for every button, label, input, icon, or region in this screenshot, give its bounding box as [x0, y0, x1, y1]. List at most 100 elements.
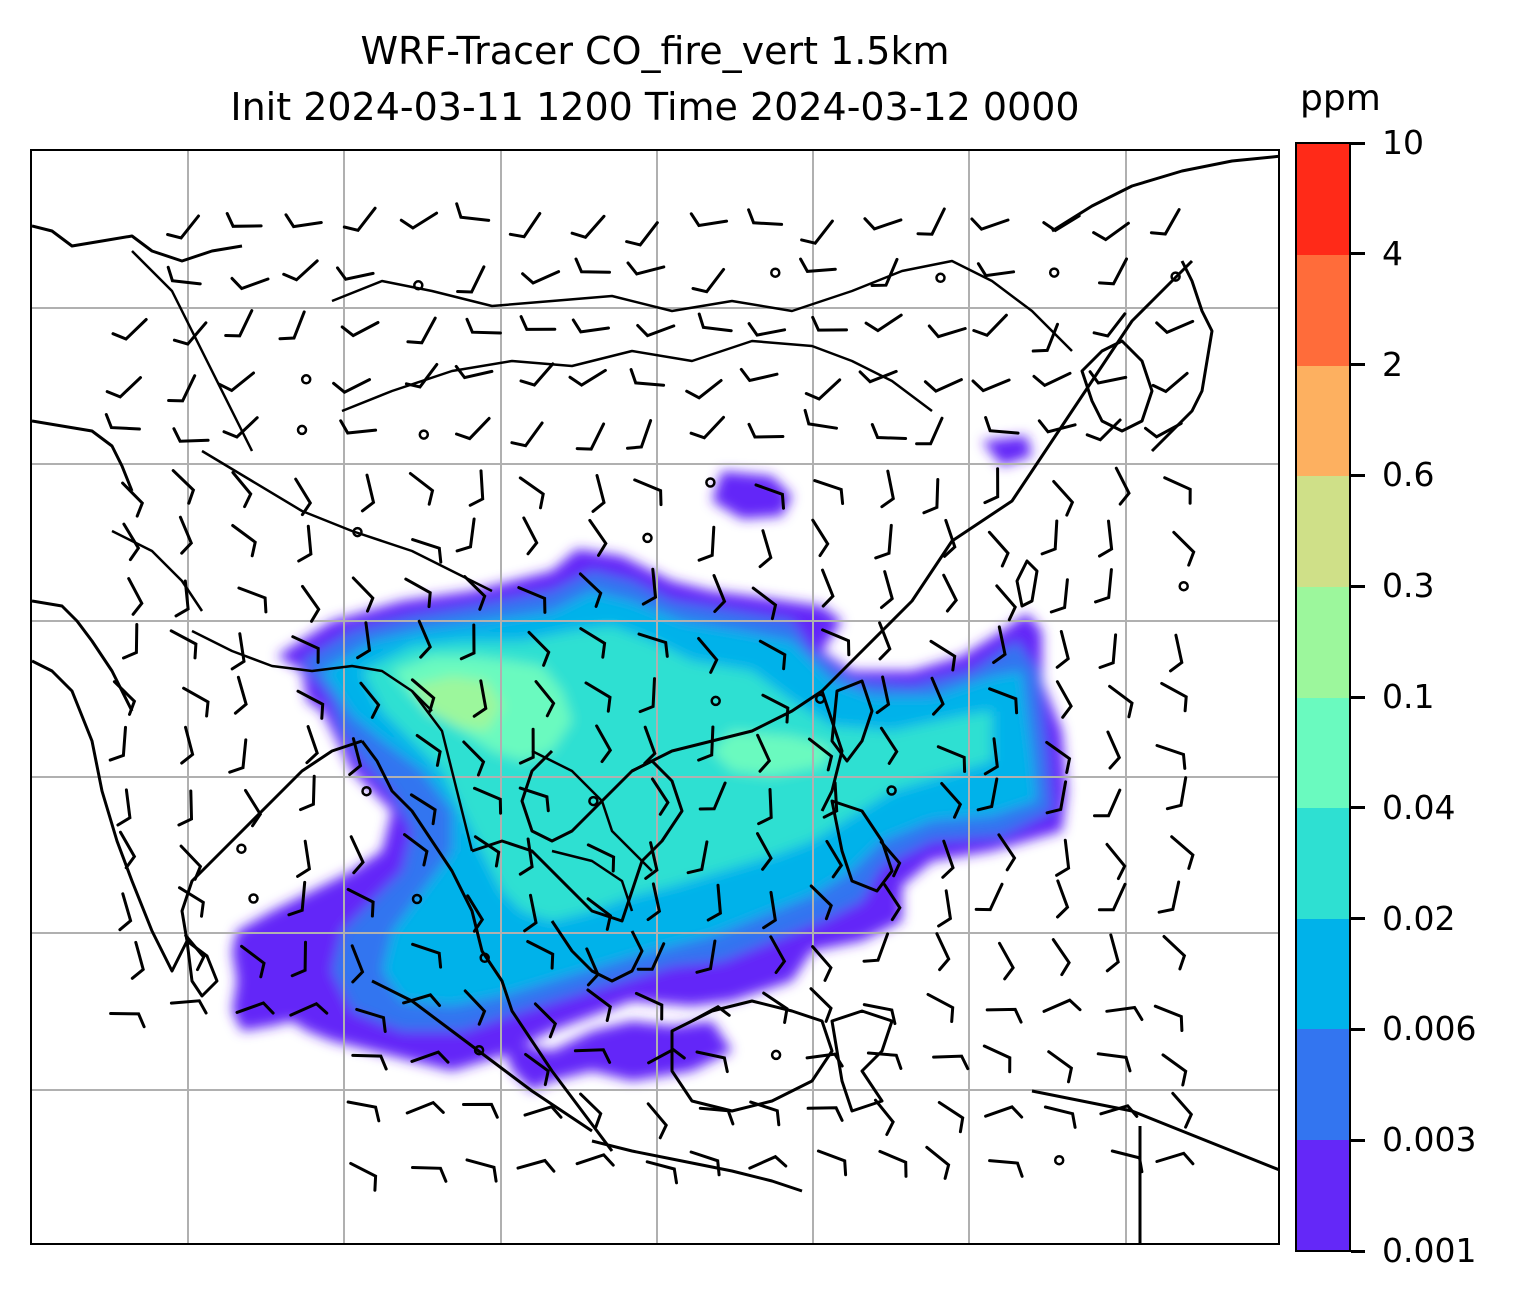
wind-barb — [927, 324, 967, 339]
colorbar-tick-label: 0.1 — [1382, 677, 1435, 716]
wind-barb — [410, 1050, 450, 1064]
wind-barb — [1043, 1105, 1077, 1129]
wind-barb — [974, 882, 1004, 912]
wind-barb — [1055, 838, 1071, 877]
wind-barb — [462, 740, 486, 777]
wind-barb — [749, 1100, 781, 1127]
map-panel — [30, 149, 1280, 1245]
colorbar-tick — [1351, 363, 1365, 367]
wind-barb — [647, 1047, 686, 1065]
wind-barb — [811, 518, 830, 558]
wind-barb — [516, 1158, 556, 1173]
wind-barb — [231, 471, 253, 509]
colorbar-tick — [1351, 1249, 1365, 1253]
wind-barb — [463, 575, 487, 611]
wind-barb — [863, 217, 903, 231]
sulawesi — [830, 1009, 894, 1113]
wind-barb — [1042, 998, 1082, 1013]
map-gridlines — [32, 151, 1278, 1243]
wind-barb — [332, 378, 371, 394]
wind-barb — [761, 693, 790, 724]
wind-barb — [1151, 371, 1189, 394]
wind-barb — [588, 518, 608, 557]
wind-barb — [122, 522, 141, 562]
wind-barb — [998, 941, 1015, 981]
wind-barb — [803, 408, 838, 430]
wind-barb — [184, 934, 206, 972]
wind-barb — [518, 837, 534, 876]
wind-barb — [748, 1154, 788, 1170]
colorbar-segment — [1297, 807, 1349, 919]
wind-barb — [1155, 744, 1187, 770]
wind-barb — [172, 321, 208, 346]
wind-barb — [878, 1149, 908, 1178]
wind-barb — [349, 1161, 378, 1192]
wind-barb — [1055, 630, 1070, 669]
coast-china-east — [820, 259, 1194, 693]
plume-level-4b — [712, 731, 832, 776]
wind-barb — [1085, 418, 1122, 442]
colorbar-tick — [1351, 806, 1365, 810]
wind-barb — [807, 737, 834, 772]
coast-india-west — [32, 659, 363, 973]
wind-barb — [645, 1160, 678, 1185]
wind-barb — [595, 724, 613, 764]
wind-barb — [301, 584, 321, 623]
wind-barb — [1105, 933, 1120, 973]
wind-barb — [571, 318, 610, 334]
colorbar-unit: ppm — [1300, 78, 1381, 119]
wind-barb — [230, 276, 270, 291]
wind-barb — [112, 680, 137, 716]
wind-barb — [584, 681, 612, 713]
colorbar-segment — [1297, 475, 1349, 587]
wind-barb — [638, 677, 656, 714]
wind-barb — [915, 416, 944, 446]
wind-barb — [1092, 221, 1130, 242]
wind-barb — [988, 687, 1019, 715]
sri-lanka — [185, 939, 219, 998]
wind-barb — [179, 844, 203, 881]
wind-barb — [971, 378, 1011, 393]
wind-barb — [171, 469, 196, 505]
wind-barb — [1106, 730, 1122, 770]
wind-barb — [1165, 776, 1188, 811]
wind-barb — [756, 832, 773, 871]
colorbar-tick — [1351, 473, 1365, 477]
coast-korea — [1080, 339, 1154, 433]
wind-barb — [1169, 633, 1184, 673]
calm-wind-marker — [411, 893, 423, 905]
wind-barb — [473, 835, 501, 868]
wind-barb — [591, 474, 606, 513]
wind-barb — [706, 883, 722, 922]
wind-barb — [697, 525, 716, 562]
wind-barb — [747, 322, 787, 337]
wind-barb — [402, 993, 441, 1007]
wind-barb — [455, 416, 491, 441]
colorbar-segment — [1297, 254, 1349, 366]
wind-barb — [342, 206, 377, 232]
border-himalaya — [191, 629, 433, 712]
wind-barb — [878, 621, 892, 661]
wind-barb — [1153, 1004, 1184, 1032]
wind-barb — [222, 416, 259, 439]
calm-wind-marker — [1178, 580, 1189, 592]
wind-barb — [691, 267, 726, 294]
wind-barb — [636, 324, 676, 338]
wind-barb — [1092, 312, 1127, 338]
wind-barb — [822, 781, 839, 819]
wind-barb — [116, 788, 132, 827]
calm-wind-marker — [710, 695, 721, 707]
wind-barb — [167, 374, 197, 403]
wind-barb — [586, 988, 612, 1022]
colorbar-tick-label: 0.04 — [1382, 787, 1456, 827]
wind-barb — [404, 363, 439, 389]
wind-barb — [1052, 480, 1075, 517]
wind-barb — [686, 840, 709, 875]
wind-barb — [800, 219, 834, 245]
wind-barb — [182, 686, 210, 718]
wind-barb — [130, 940, 145, 980]
coast-gulf-thailand — [550, 920, 644, 983]
wind-barb — [1161, 1053, 1188, 1087]
wind-barb — [1047, 1050, 1074, 1084]
wind-barb — [518, 476, 545, 510]
